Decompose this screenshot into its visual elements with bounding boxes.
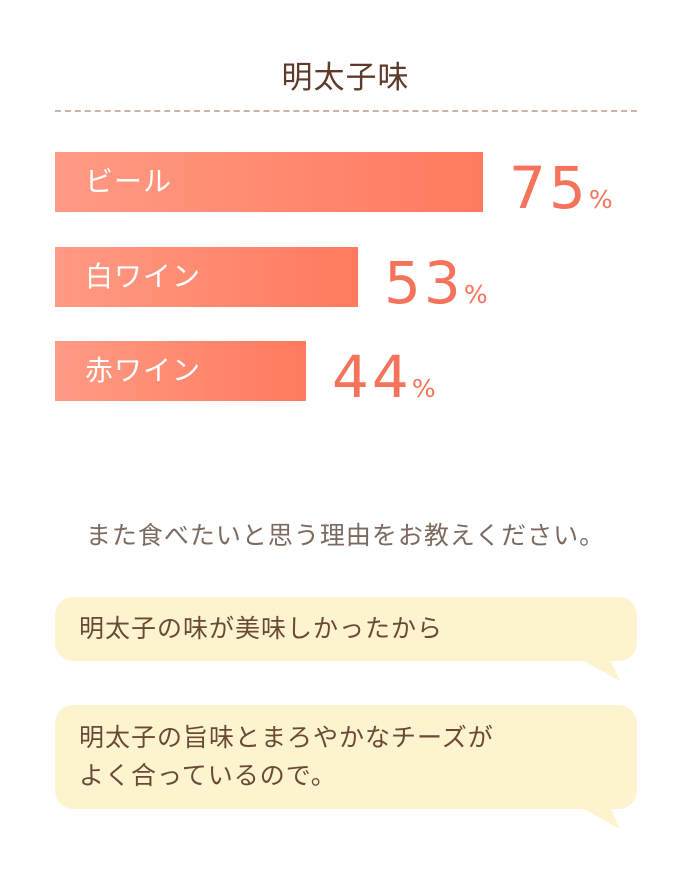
answer-bubble: 明太子の旨味とまろやかなチーズが よく合っているので。 [55,705,637,809]
bar-value-number: 75 [509,154,589,222]
bar: 赤ワイン [55,341,306,401]
answer-text: 明太子の旨味とまろやかなチーズが よく合っているので。 [79,723,494,790]
bubble-tail [580,659,620,681]
bar-value-label: 75% [509,152,613,222]
title-divider [55,110,637,112]
bar-label: ビール [85,165,173,198]
chart-title: 明太子味 [281,60,410,96]
bar-value-unit: % [411,374,436,403]
bar-value-label: 53% [384,247,488,317]
bubble-tail [580,807,620,829]
bar: 白ワイン [55,247,358,307]
bar: ビール [55,152,483,212]
answer-text: 明太子の味が美味しかったから [79,614,444,643]
bar-value-label: 44% [332,341,436,411]
bar-label: 赤ワイン [85,354,202,387]
question-text: また食べたいと思う理由をお教えください。 [85,521,606,550]
bar-value-unit: % [463,280,488,309]
answer-bubble: 明太子の味が美味しかったから [55,597,637,661]
bar-label: 白ワイン [85,260,202,293]
bar-value-number: 53 [384,249,464,317]
bar-value-number: 44 [332,343,412,411]
bar-value-unit: % [588,185,613,214]
